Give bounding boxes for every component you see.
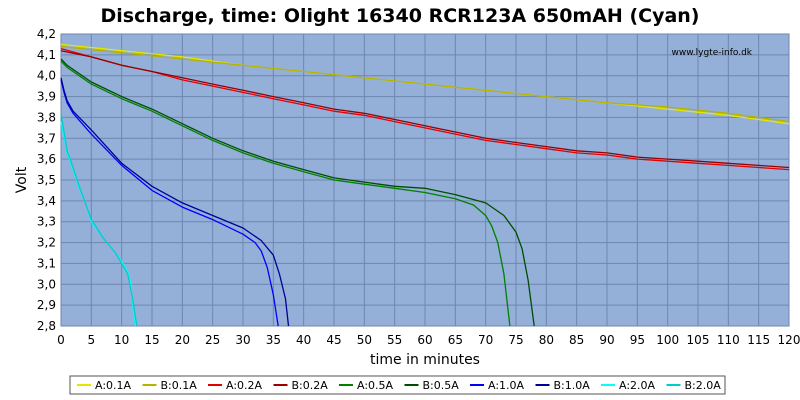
x-tick-label: 5 — [88, 333, 96, 347]
x-tick-label: 15 — [144, 333, 159, 347]
legend-label: A:0.2A — [226, 379, 263, 392]
y-tick-label: 3,0 — [37, 277, 56, 291]
y-tick-label: 3,5 — [37, 173, 56, 187]
x-tick-label: 85 — [569, 333, 584, 347]
x-tick-label: 65 — [448, 333, 463, 347]
x-tick-label: 20 — [175, 333, 190, 347]
series-line-a-0-2a — [60, 47, 790, 171]
x-tick-label: 115 — [747, 333, 770, 347]
series-lines — [60, 43, 790, 327]
x-tick-label: 35 — [266, 333, 281, 347]
y-tick-label: 2,9 — [37, 298, 56, 312]
x-tick-label: 100 — [656, 333, 679, 347]
legend-item: A:0.2A — [208, 379, 263, 392]
legend-label: A:2.0A — [619, 379, 656, 392]
series-line-a-0-5a — [60, 60, 511, 327]
watermark: www.lygte-info.dk — [672, 48, 753, 58]
y-tick-label: 3,4 — [37, 194, 56, 208]
legend-item: B:0.5A — [404, 379, 460, 392]
legend-item: B:0.2A — [273, 379, 329, 392]
x-tick-label: 45 — [326, 333, 341, 347]
legend-label: A:1.0A — [488, 379, 525, 392]
x-tick-label: 90 — [599, 333, 614, 347]
legend-item: A:0.5A — [339, 379, 394, 392]
y-tick-label: 3,1 — [37, 256, 56, 270]
x-tick-label: 105 — [687, 333, 710, 347]
y-tick-label: 4,1 — [37, 48, 56, 62]
x-tick-label: 60 — [417, 333, 432, 347]
y-tick-label: 3,9 — [37, 90, 56, 104]
axis-ticks: 0 5 10 15 20 25 30 35 40 45 50 55 60 65 70 75 80 85 90 95 10… — [37, 27, 800, 347]
legend-item: B:1.0A — [535, 379, 591, 392]
series-line-b-0-2a — [60, 50, 790, 169]
legend-items: A:0.1A B:0.1A A:0.2A B:0.2A A:0.5A B:0.5A A:1.… — [77, 379, 721, 392]
y-tick-label: 4,0 — [37, 69, 56, 83]
legend-item: B:0.1A — [142, 379, 198, 392]
series-line-a-1-0a — [60, 79, 279, 327]
x-tick-label: 80 — [539, 333, 554, 347]
legend-item: A:1.0A — [470, 379, 525, 392]
y-tick-label: 3,2 — [37, 236, 56, 250]
legend — [69, 375, 726, 395]
series-line-b-1-0a — [60, 77, 290, 327]
x-tick-label: 40 — [296, 333, 311, 347]
x-tick-label: 95 — [630, 333, 645, 347]
x-tick-label: 110 — [717, 333, 740, 347]
y-axis-label: Volt — [14, 166, 30, 193]
legend-label: B:2.0A — [685, 379, 722, 392]
x-tick-label: 10 — [114, 333, 129, 347]
legend-label: A:0.1A — [95, 379, 132, 392]
legend-label: B:0.2A — [292, 379, 329, 392]
legend-label: A:0.5A — [357, 379, 394, 392]
legend-item: B:2.0A — [666, 379, 722, 392]
y-tick-label: 2,8 — [37, 319, 56, 333]
legend-label: B:1.0A — [554, 379, 591, 392]
series-line-b-0-1a — [60, 45, 790, 123]
y-tick-label: 4,2 — [37, 27, 56, 41]
y-tick-label: 3,7 — [37, 131, 56, 145]
y-tick-label: 3,3 — [37, 215, 56, 229]
y-tick-label: 3,6 — [37, 152, 56, 166]
legend-label: B:0.5A — [423, 379, 460, 392]
x-tick-label: 0 — [57, 333, 65, 347]
x-tick-label: 70 — [478, 333, 493, 347]
x-tick-label: 75 — [508, 333, 523, 347]
y-tick-label: 3,8 — [37, 110, 56, 124]
x-tick-label: 120 — [778, 333, 800, 347]
x-tick-label: 50 — [357, 333, 372, 347]
x-tick-label: 55 — [387, 333, 402, 347]
legend-item: A:0.1A — [77, 379, 132, 392]
legend-label: B:0.1A — [161, 379, 198, 392]
chart-title: Discharge, time: Olight 16340 RCR123A 65… — [100, 5, 699, 27]
x-tick-label: 25 — [205, 333, 220, 347]
x-tick-label: 30 — [235, 333, 250, 347]
x-axis-label: time in minutes — [370, 352, 480, 368]
series-line-b-2-0a — [60, 113, 138, 327]
series-line-b-0-5a — [60, 58, 535, 327]
legend-item: A:2.0A — [601, 379, 656, 392]
